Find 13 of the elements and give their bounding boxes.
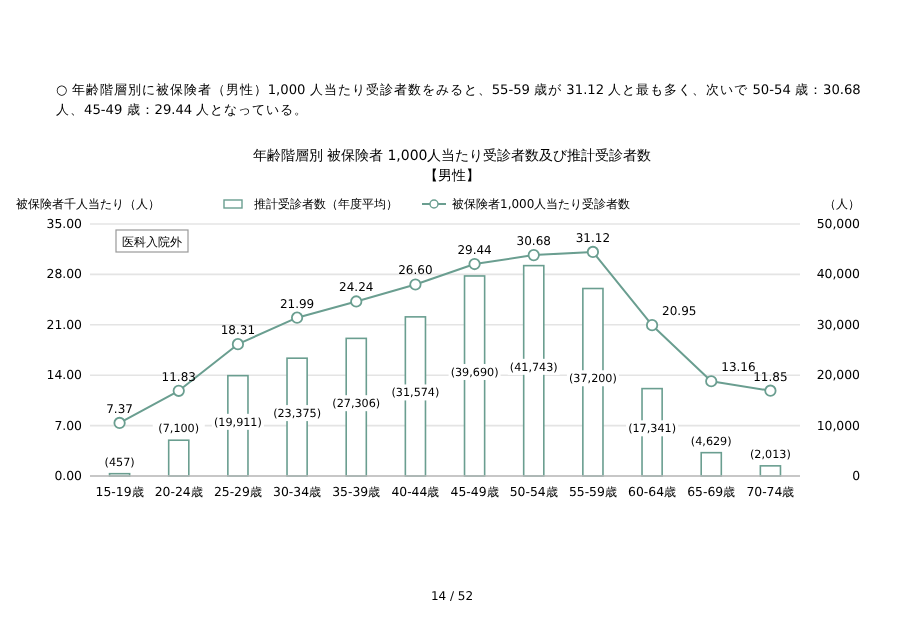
point bbox=[350, 295, 363, 308]
point bbox=[705, 375, 718, 388]
point bbox=[290, 311, 304, 324]
point bbox=[113, 416, 126, 430]
point bbox=[231, 338, 245, 351]
point bbox=[527, 249, 540, 262]
point bbox=[586, 245, 600, 259]
bar bbox=[700, 451, 723, 477]
point bbox=[409, 278, 422, 291]
point bbox=[645, 319, 659, 332]
point bbox=[172, 384, 185, 397]
point bbox=[764, 384, 777, 397]
point bbox=[468, 257, 481, 271]
